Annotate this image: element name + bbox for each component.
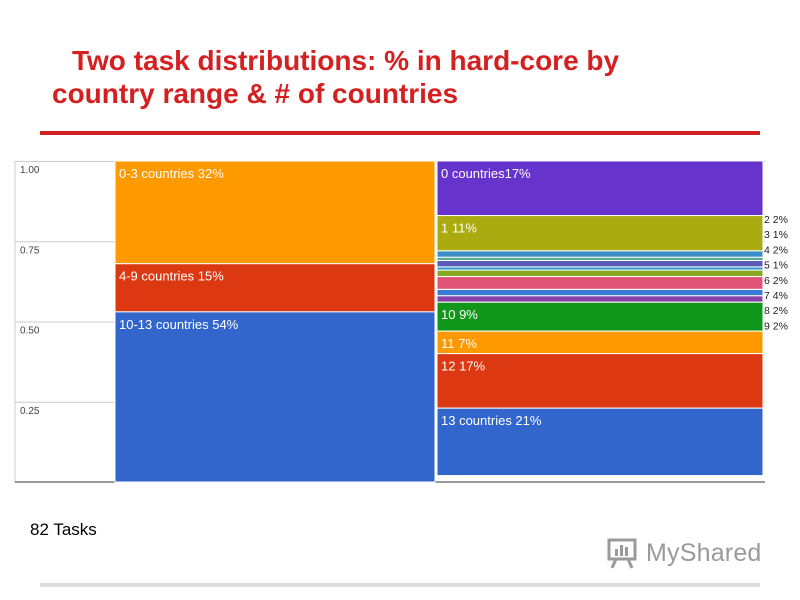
bar-segment[interactable]: [436, 330, 764, 355]
slide-title-line-2: country range & # of countries: [52, 78, 459, 109]
brand-logo: MyShared: [606, 536, 762, 570]
bar-segment[interactable]: [114, 263, 436, 313]
small-segment-label: 7 4%: [764, 290, 788, 302]
bar-segment[interactable]: [436, 215, 764, 252]
small-segment-label: 8 2%: [764, 305, 788, 317]
small-segment-label: 6 2%: [764, 275, 788, 287]
bar-segment[interactable]: [436, 407, 764, 477]
footer-rule: [40, 583, 760, 587]
bar-segment-label: 11 7%: [441, 336, 477, 351]
bar-segment[interactable]: [436, 160, 764, 217]
small-segment-label: 3 1%: [764, 229, 788, 241]
presentation-board-icon: [607, 538, 637, 569]
bar-segment-label: 12 17%: [441, 359, 486, 374]
slide-title-line-1: Two task distributions: % in hard-core b…: [72, 45, 620, 76]
bar-segment[interactable]: [436, 269, 764, 278]
y-tick-label: 0.25: [20, 406, 40, 417]
small-segment-label: 4 2%: [764, 244, 788, 256]
bar-segment[interactable]: [436, 353, 764, 409]
bar-segment[interactable]: [436, 288, 764, 297]
tasks-count-label: 82 Tasks: [30, 520, 97, 539]
small-segment-label: 9 2%: [764, 320, 788, 332]
y-tick-label: 1.00: [20, 165, 40, 176]
slide-title: Two task distributions: % in hard-core b…: [52, 44, 772, 110]
bar-segment[interactable]: [436, 250, 764, 258]
bar-segment[interactable]: [436, 260, 764, 268]
small-segment-label: 5 1%: [764, 260, 788, 272]
bar-segment[interactable]: [436, 276, 764, 290]
bar-segment-label: 10 9%: [441, 307, 478, 322]
bar-segment-label: 10-13 countries 54%: [119, 317, 239, 332]
bar-segment[interactable]: [114, 160, 436, 265]
bar-segment-label: 4-9 countries 15%: [119, 269, 224, 284]
bar-segment-label: 13 countries 21%: [441, 413, 542, 428]
bar-segment[interactable]: [436, 301, 764, 332]
title-underline: [40, 131, 760, 135]
y-tick-label: 0.75: [20, 245, 40, 256]
bar-segment-label: 0-3 countries 32%: [119, 166, 224, 181]
brand-name: MyShared: [646, 538, 762, 567]
bar-segment[interactable]: [114, 311, 436, 483]
bar-segment-label: 1 11%: [441, 221, 477, 236]
bar-segment[interactable]: [436, 295, 764, 303]
bar-segment-label: 0 countries17%: [441, 166, 531, 181]
y-tick-label: 0.50: [20, 326, 40, 337]
small-segment-label: 2 2%: [764, 214, 788, 226]
